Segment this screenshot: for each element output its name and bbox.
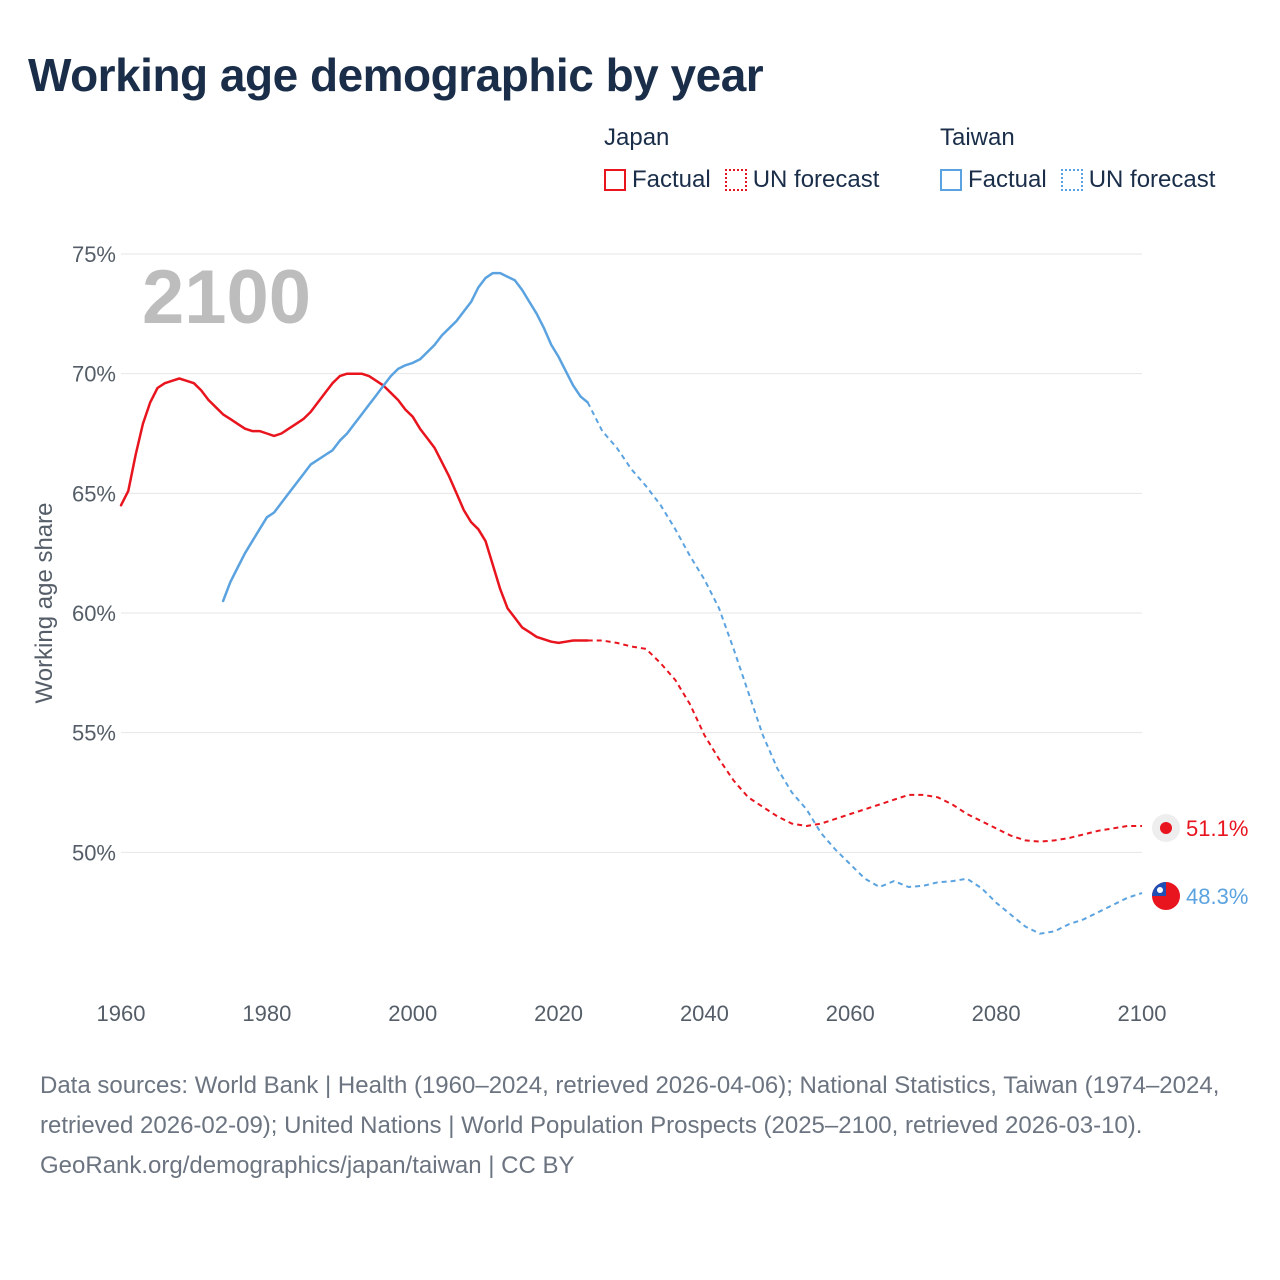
y-tick-label: 70% [72,362,116,387]
x-tick-label: 2020 [534,1001,583,1026]
x-tick-label: 2080 [972,1001,1021,1026]
x-tick-label: 2000 [388,1001,437,1026]
x-axis-ticks: 1960 1980 2000 2020 2040 2060 2080 2100 [97,1001,1167,1026]
legend-label: Factual [632,166,711,193]
y-axis-label: Working age share [31,503,58,704]
series-lines [119,271,1143,935]
y-tick-label: 65% [72,481,116,506]
legend-taiwan-forecast[interactable]: UN forecast [1060,166,1216,194]
legend-swatch-solid [604,169,626,191]
taiwan-factual-line[interactable] [221,271,589,603]
legend-label: UN forecast [1088,166,1216,193]
x-tick-label: 1980 [242,1001,291,1026]
legend-taiwan-title: Taiwan [940,124,1015,151]
legend-japan-forecast[interactable]: UN forecast [724,166,880,194]
x-tick-label: 1960 [97,1001,146,1026]
taiwan-end-label: 48.3% [1186,884,1248,909]
year-overlay: 2100 [142,255,311,340]
line-chart: 50% 55% 60% 65% 70% 75% 1960 1980 2000 2020 2040 2… [31,242,1248,1026]
japan-flag-disc [1160,822,1172,835]
taiwan-flag-sun [1157,887,1163,894]
chart-title: Working age demographic by year [28,49,764,101]
legend-taiwan-factual[interactable]: Factual [940,166,1047,194]
y-tick-label: 75% [72,242,116,267]
legend-swatch-dotted [724,169,747,191]
japan-forecast-line[interactable] [587,639,1142,843]
gridlines [121,253,1142,853]
legend-label: Factual [968,166,1047,193]
legend-japan-title: Japan [604,124,670,151]
y-axis-ticks: 50% 55% 60% 65% 70% 75% [72,242,116,865]
japan-end-label: 51.1% [1186,816,1248,841]
legend-label: UN forecast [752,166,880,193]
legend-swatch-dotted [1060,169,1083,191]
x-tick-label: 2100 [1118,1001,1167,1026]
x-tick-label: 2040 [680,1001,729,1026]
y-tick-label: 55% [72,721,116,746]
data-sources: Data sources: World Bank | Health (1960–… [40,1072,1220,1139]
legend-japan: Japan Factual UN forecast [604,124,879,194]
end-markers: 51.1% 48.3% [1152,814,1248,911]
credit-link[interactable]: GeoRank.org/demographics/japan/taiwan | … [40,1152,575,1179]
japan-factual-line[interactable] [119,372,589,645]
footer: Data sources: World Bank | Health (1960–… [40,1066,1250,1186]
y-tick-label: 60% [72,601,116,626]
legend-swatch-solid [940,169,962,191]
x-tick-label: 2060 [826,1001,875,1026]
y-tick-label: 50% [72,840,116,865]
legend-taiwan: Taiwan Factual UN forecast [940,124,1215,194]
taiwan-forecast-line[interactable] [586,401,1143,935]
legend-japan-factual[interactable]: Factual [604,166,711,194]
taiwan-flag-icon [1152,882,1180,911]
